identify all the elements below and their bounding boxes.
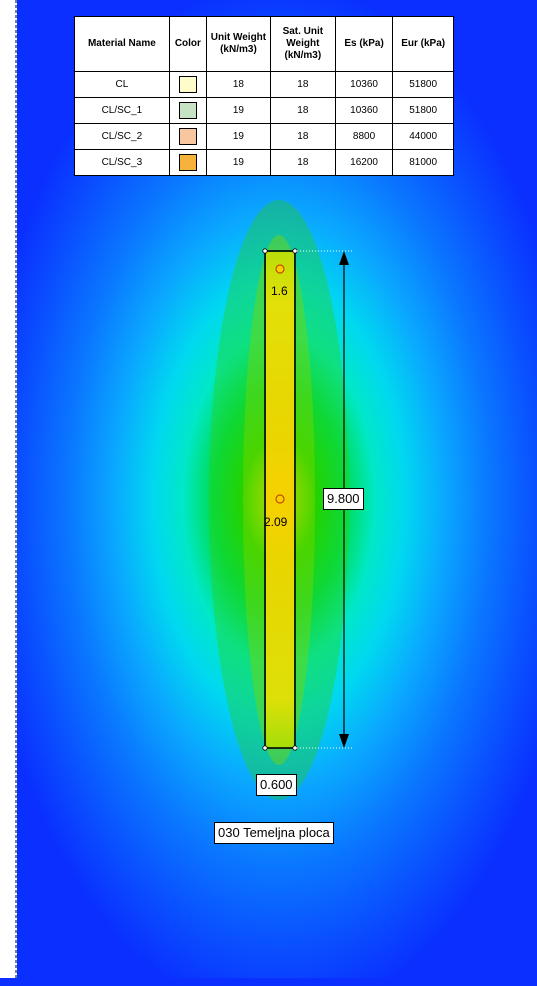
query-point-value: 2.09 xyxy=(264,515,288,529)
table-row: CL/SC_2 19 18 8800 44000 xyxy=(74,123,454,150)
vertex-handle[interactable] xyxy=(262,745,268,751)
vertex-handle[interactable] xyxy=(292,745,298,751)
material-name-cell: CL xyxy=(74,71,170,98)
color-swatch xyxy=(178,154,197,171)
color-swatch xyxy=(178,76,197,93)
query-point-value: 1.6 xyxy=(271,284,288,298)
unit-weight-cell: 19 xyxy=(206,149,271,176)
unit-weight-cell: 19 xyxy=(206,123,271,150)
es-cell: 16200 xyxy=(334,149,394,176)
foundation-outline[interactable] xyxy=(264,250,296,749)
width-dimension-label[interactable]: 0.600 xyxy=(256,774,297,796)
material-name-cell: CL/SC_3 xyxy=(74,149,170,176)
arrow-up-icon xyxy=(339,251,349,265)
material-name-cell: CL/SC_2 xyxy=(74,123,170,150)
eur-cell: 51800 xyxy=(392,97,454,124)
materials-table: Material Name Color Unit Weight (kN/m3) … xyxy=(74,16,454,176)
table-row: CL 18 18 10360 51800 xyxy=(74,71,454,98)
color-swatch xyxy=(178,102,197,119)
header-eur: Eur (kPa) xyxy=(392,16,454,72)
left-margin xyxy=(0,0,16,986)
material-color-cell xyxy=(168,71,208,98)
es-cell: 10360 xyxy=(334,97,394,124)
table-row: CL/SC_1 19 18 10360 51800 xyxy=(74,97,454,124)
color-swatch xyxy=(178,128,197,145)
es-cell: 8800 xyxy=(334,123,394,150)
query-point-marker[interactable] xyxy=(275,494,285,504)
eur-cell: 51800 xyxy=(392,71,454,98)
vertex-handle[interactable] xyxy=(292,248,298,254)
height-dimension-label[interactable]: 9.800 xyxy=(323,488,364,510)
sat-unit-weight-cell: 18 xyxy=(269,149,336,176)
query-point-marker[interactable] xyxy=(275,264,285,274)
es-cell: 10360 xyxy=(334,71,394,98)
header-es: Es (kPa) xyxy=(334,16,394,72)
left-boundary-line xyxy=(15,0,17,986)
material-color-cell xyxy=(168,149,208,176)
vertex-handle[interactable] xyxy=(262,248,268,254)
material-color-cell xyxy=(168,97,208,124)
table-header-row: Material Name Color Unit Weight (kN/m3) … xyxy=(74,16,454,72)
header-sat-unit-weight: Sat. Unit Weight (kN/m3) xyxy=(269,16,336,72)
unit-weight-cell: 18 xyxy=(206,71,271,98)
material-name-cell: CL/SC_1 xyxy=(74,97,170,124)
material-color-cell xyxy=(168,123,208,150)
table-row: CL/SC_3 19 18 16200 81000 xyxy=(74,149,454,176)
bottom-edge xyxy=(0,978,537,986)
header-material-name: Material Name xyxy=(74,16,170,72)
foundation-name-label[interactable]: 030 Temeljna ploca xyxy=(214,822,334,844)
arrow-down-icon xyxy=(339,734,349,748)
unit-weight-cell: 19 xyxy=(206,97,271,124)
eur-cell: 81000 xyxy=(392,149,454,176)
